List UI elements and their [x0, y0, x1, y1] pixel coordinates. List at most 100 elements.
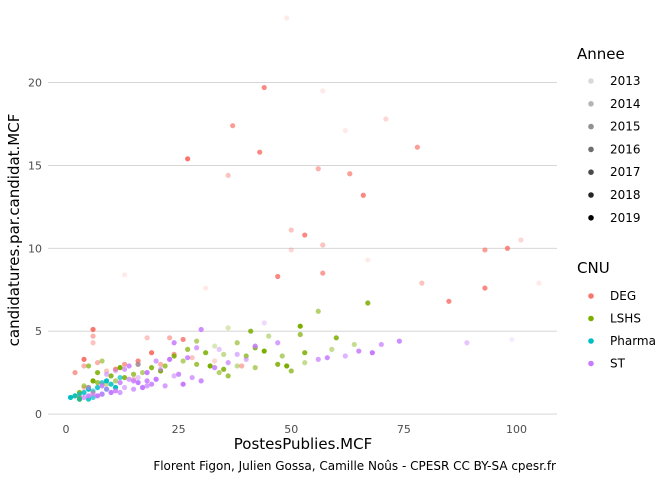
data-point-st	[135, 374, 141, 381]
data-point-pharma	[81, 389, 87, 396]
data-point-lshs	[185, 346, 191, 352]
data-point-st	[85, 393, 92, 399]
data-point-deg	[284, 15, 290, 21]
data-point-st	[180, 381, 186, 387]
data-point-st	[121, 366, 128, 372]
data-point-st	[198, 326, 204, 333]
data-point-st	[112, 388, 119, 394]
data-point-st	[90, 391, 96, 397]
x-tick-label: 100	[506, 423, 527, 436]
data-point-st	[464, 340, 470, 346]
data-point-deg	[144, 335, 150, 341]
data-point-lshs	[85, 363, 92, 369]
data-point-lshs	[99, 358, 105, 364]
data-point-deg	[212, 358, 218, 364]
legend-annee-key	[588, 169, 594, 175]
legend-annee-label: 2019	[610, 211, 641, 225]
data-point-st	[176, 371, 182, 377]
data-point-deg	[112, 366, 119, 372]
data-point-st	[126, 363, 132, 369]
y-axis-title: candidatures.par.candidat.MCF	[5, 114, 23, 347]
data-point-deg	[94, 360, 101, 366]
data-point-st	[378, 341, 384, 348]
legend-annee-label: 2014	[610, 97, 641, 111]
data-point-lshs	[252, 365, 258, 371]
data-point-deg	[90, 326, 96, 333]
data-point-deg	[72, 369, 78, 376]
legend-cnu-key	[588, 338, 594, 344]
data-point-pharma	[72, 393, 78, 399]
data-point-deg	[288, 247, 294, 253]
x-tick-label: 75	[397, 423, 411, 436]
data-point-st	[130, 386, 137, 392]
data-point-st	[99, 383, 105, 389]
data-point-st	[139, 384, 146, 391]
data-point-deg	[90, 333, 96, 339]
data-point-deg	[288, 227, 294, 233]
legend-annee-key	[588, 215, 594, 221]
data-point-st	[144, 383, 150, 389]
data-point-lshs	[216, 369, 222, 376]
data-point-deg	[261, 84, 267, 91]
legend-cnu-key	[588, 360, 594, 367]
legend-annee-key	[588, 123, 594, 130]
data-point-st	[153, 358, 159, 364]
grid	[48, 82, 557, 415]
data-point-st	[135, 361, 141, 367]
data-point-lshs	[203, 350, 209, 356]
data-point-st	[261, 320, 267, 326]
legend-annee-label: 2017	[610, 165, 641, 179]
x-tick-label: 50	[284, 423, 298, 436]
data-point-st	[153, 376, 159, 382]
data-point-st	[509, 336, 515, 343]
data-point-deg	[342, 128, 348, 134]
data-point-st	[130, 378, 137, 384]
legend-annee-key	[588, 192, 594, 198]
data-point-deg	[149, 350, 155, 356]
data-point-deg	[320, 88, 326, 94]
data-point-st	[117, 379, 123, 386]
legend-annee-label: 2018	[610, 188, 641, 202]
data-point-lshs	[94, 379, 101, 386]
data-point-lshs	[302, 360, 308, 366]
data-point-lshs	[261, 348, 267, 354]
data-point-st	[356, 348, 362, 354]
data-point-st	[126, 376, 132, 382]
data-point-lshs	[171, 353, 177, 359]
data-point-st	[198, 378, 204, 384]
data-point-st	[212, 365, 218, 371]
data-point-st	[94, 393, 101, 399]
data-point-deg	[320, 242, 326, 248]
data-point-deg	[518, 237, 524, 243]
data-point-deg	[414, 144, 420, 150]
data-point-pharma	[76, 391, 83, 397]
x-tick-label: 0	[63, 423, 70, 436]
data-point-st	[342, 353, 348, 359]
data-point-st	[158, 366, 164, 372]
data-point-st	[108, 389, 114, 396]
data-point-lshs	[194, 338, 200, 344]
data-point-deg	[81, 356, 87, 362]
data-point-st	[103, 386, 110, 392]
data-point-lshs	[279, 353, 285, 359]
x-axis-title: PostesPublies.MCF	[234, 435, 372, 453]
data-point-deg	[257, 149, 263, 155]
data-point-deg	[81, 363, 87, 369]
legend-cnu-key	[588, 315, 594, 322]
data-point-st	[135, 379, 141, 386]
data-point-lshs	[351, 341, 357, 348]
data-point-deg	[536, 280, 542, 286]
data-point-deg	[185, 156, 191, 162]
data-point-deg	[482, 285, 488, 291]
data-point-lshs	[288, 368, 294, 374]
data-point-deg	[180, 336, 186, 343]
legend-annee-key	[588, 101, 594, 107]
legend-annee-label: 2015	[610, 120, 641, 134]
data-point-lshs	[149, 365, 155, 371]
data-point-st	[252, 343, 258, 349]
legend-annee-label: 2013	[610, 74, 641, 88]
data-point-pharma	[76, 396, 83, 402]
data-point-deg	[225, 172, 231, 178]
data-point-lshs	[117, 365, 123, 371]
